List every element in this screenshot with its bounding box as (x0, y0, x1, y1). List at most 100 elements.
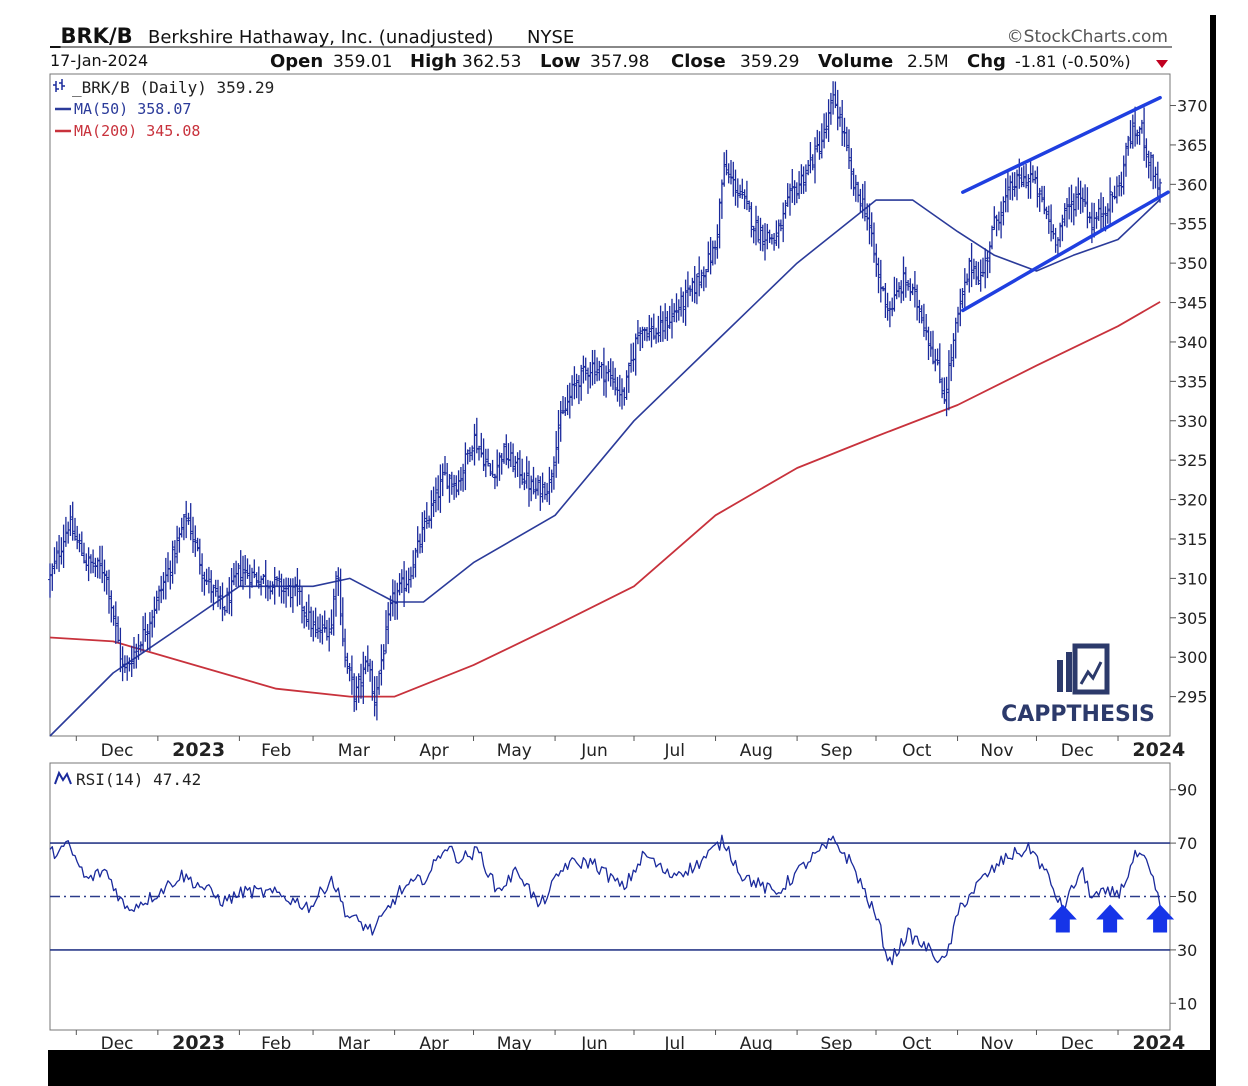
price-series-icon (53, 79, 65, 92)
rsi-panel: 10 30 50 70 90 Dec 2023 Feb Mar Apr May Jun Jul Aug S… (49, 762, 1197, 1054)
close-value: 359.29 (740, 52, 799, 72)
rsi-legend-label: RSI(14) 47.42 (76, 770, 201, 789)
company-name: Berkshire Hathaway, Inc. (unadjusted) (148, 27, 493, 48)
rsi-y-axis: 10 30 50 70 90 (1170, 781, 1197, 1013)
chg-value: -1.81 (-0.50%) (1015, 52, 1131, 71)
volume-value: 2.5M (907, 52, 949, 72)
rsi-series (49, 834, 1161, 966)
price-y-tick-label: 350 (1177, 254, 1208, 273)
price-y-tick-label: 325 (1177, 451, 1208, 470)
up-arrow-icon (1048, 904, 1077, 933)
high-label: High (410, 51, 457, 72)
price-y-tick-label: 370 (1177, 97, 1208, 116)
price-y-tick-label: 355 (1177, 215, 1208, 234)
ma200-legend-label: MA(200) 345.08 (74, 122, 200, 140)
price-x-tick-label: May (497, 741, 532, 761)
logo-bar-1 (1057, 660, 1063, 692)
price-x-tick-label: Feb (261, 741, 291, 761)
rsi-x-tick-label: Oct (902, 1034, 932, 1054)
ohlc-bars (48, 81, 1162, 721)
rsi-x-tick-label: Nov (980, 1034, 1013, 1054)
exchange-label: NYSE (527, 27, 574, 48)
rsi-x-tick-label: May (497, 1034, 532, 1054)
chg-label: Chg (967, 51, 1006, 72)
price-legend-label: _BRK/B (Daily) 359.29 (72, 78, 274, 97)
ma50-legend-label: MA(50) 358.07 (74, 100, 191, 118)
open-label: Open (270, 51, 323, 72)
price-x-tick-label: Jul (664, 741, 686, 761)
up-arrow-icon (1096, 904, 1125, 933)
rsi-x-tick-label: Apr (419, 1034, 448, 1054)
low-value: 357.98 (590, 52, 649, 72)
rsi-x-tick-label: Sep (821, 1034, 853, 1054)
price-x-tick-label: 2024 (1132, 739, 1185, 761)
price-y-tick-label: 345 (1177, 294, 1208, 313)
rsi-x-tick-label: Jun (580, 1034, 608, 1054)
ma200-line (49, 301, 1161, 698)
bottom-frame-bar (48, 1050, 1216, 1086)
rsi-arrow-markers (1048, 904, 1175, 933)
date-label: 17-Jan-2024 (50, 51, 148, 70)
low-label: Low (540, 51, 580, 72)
price-y-tick-label: 295 (1177, 688, 1208, 707)
rsi-legend-icon (54, 770, 72, 785)
rsi-x-tick-label: 2023 (172, 1032, 225, 1054)
rsi-y-tick-label: 90 (1177, 781, 1197, 800)
price-y-tick-label: 365 (1177, 136, 1208, 155)
price-x-axis: Dec 2023 Feb Mar Apr May Jun Jul Aug Sep Oct Nov Dec… (75, 736, 1185, 761)
price-x-tick-label: Apr (419, 741, 448, 761)
rsi-x-tick-label: Dec (1061, 1034, 1094, 1054)
ma50-layer (49, 198, 1161, 737)
watermark-text: CAPPTHESIS (1001, 702, 1155, 727)
rsi-y-tick-label: 50 (1177, 888, 1197, 907)
rsi-x-tick-label: 2024 (1132, 1032, 1185, 1054)
rsi-x-tick-label: Aug (740, 1034, 773, 1054)
logo-box (1072, 643, 1110, 695)
rsi-y-tick-label: 10 (1177, 994, 1197, 1013)
up-arrow-icon (1146, 904, 1175, 933)
price-y-tick-label: 360 (1177, 175, 1208, 194)
price-y-axis: 295 300 305 310 315 320 325 330 335 340 345 350 355 3… (1170, 97, 1208, 707)
chart-header: _BRK/B Berkshire Hathaway, Inc. (unadjus… (50, 24, 1172, 72)
rsi-x-tick-label: Feb (261, 1034, 291, 1054)
logo-bar-2 (1066, 652, 1072, 692)
chg-down-triangle-icon (1156, 60, 1168, 68)
price-y-tick-label: 305 (1177, 609, 1208, 628)
rsi-x-tick-label: Mar (338, 1034, 370, 1054)
price-x-tick-label: 2023 (172, 739, 225, 761)
price-y-tick-label: 315 (1177, 530, 1208, 549)
channel-trendline (961, 95, 1162, 194)
channel-trendline (961, 190, 1170, 313)
price-y-tick-label: 330 (1177, 412, 1208, 431)
price-x-tick-label: Dec (1061, 741, 1094, 761)
price-legend: _BRK/B (Daily) 359.29 MA(50) 358.07 MA(2… (53, 78, 274, 140)
price-y-tick-label: 335 (1177, 372, 1208, 391)
rsi-reference-lines (50, 842, 1170, 951)
rsi-x-axis: Dec 2023 Feb Mar Apr May Jun Jul Aug Sep Oct Nov Dec… (75, 1030, 1185, 1054)
rsi-x-tick-label: Dec (101, 1034, 134, 1054)
rsi-y-tick-label: 70 (1177, 834, 1197, 853)
right-frame-bar (1210, 15, 1216, 1086)
source-credit: ©StockCharts.com (1007, 27, 1168, 47)
price-y-tick-label: 320 (1177, 491, 1208, 510)
price-y-tick-label: 300 (1177, 648, 1208, 667)
rsi-line (49, 834, 1161, 966)
price-y-tick-label: 340 (1177, 333, 1208, 352)
price-panel-frame (49, 73, 1171, 737)
ma50-line (49, 198, 1161, 737)
high-value: 362.53 (462, 52, 521, 72)
open-value: 359.01 (333, 52, 392, 72)
price-y-tick-label: 310 (1177, 569, 1208, 588)
logo-trend-icon (1079, 661, 1103, 685)
price-x-tick-label: Mar (338, 741, 370, 761)
price-x-tick-label: Oct (902, 741, 932, 761)
rsi-y-tick-label: 30 (1177, 941, 1197, 960)
close-label: Close (671, 51, 726, 72)
rsi-legend: RSI(14) 47.42 (54, 770, 201, 789)
price-x-tick-label: Dec (101, 741, 134, 761)
symbol-label: _BRK/B (50, 24, 133, 48)
price-x-tick-label: Aug (740, 741, 773, 761)
channel-lines (961, 95, 1170, 313)
cappthesis-logo: CAPPTHESIS (1001, 643, 1155, 727)
